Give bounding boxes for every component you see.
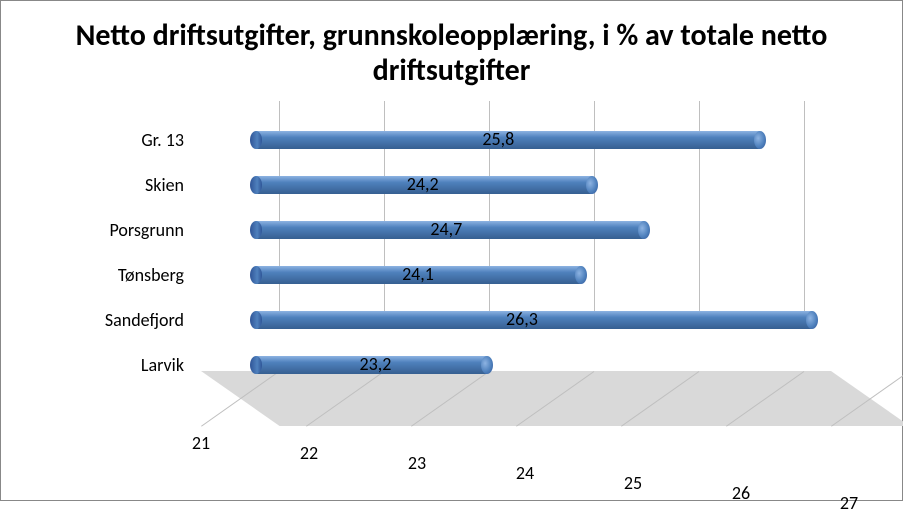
y-category-label: Sandefjord — [64, 309, 184, 331]
y-category-label: Gr. 13 — [64, 129, 184, 151]
bar-cap-right — [638, 221, 650, 239]
bar-value-label: 23,2 — [360, 353, 392, 375]
x-tick-label: 25 — [613, 472, 653, 494]
bar-cap-right — [754, 131, 766, 149]
bar-value-label: 24,2 — [407, 173, 439, 195]
x-tick-label: 27 — [829, 492, 869, 514]
bar: 24,2 — [256, 176, 592, 194]
bar-value-label: 24,1 — [402, 263, 434, 285]
bar-value-label: 26,3 — [506, 308, 538, 330]
bar-cap-left — [250, 176, 262, 194]
bar: 24,7 — [256, 221, 645, 239]
x-tick-label: 21 — [181, 432, 221, 454]
y-category-label: Skien — [64, 174, 184, 196]
bar-value-label: 25,8 — [482, 128, 514, 150]
bar-cap-right — [575, 266, 587, 284]
bar: 24,1 — [256, 266, 582, 284]
x-tick-label: 24 — [505, 462, 545, 484]
gridline — [804, 101, 805, 316]
y-category-label: Tønsberg — [64, 264, 184, 286]
chart-floor — [201, 371, 903, 426]
chart-frame: Netto driftsutgifter, grunnskoleopplærin… — [0, 0, 903, 501]
bar: 26,3 — [256, 311, 813, 329]
x-tick-label: 22 — [289, 442, 329, 464]
chart-title: Netto driftsutgifter, grunnskoleopplærin… — [1, 19, 902, 88]
y-category-label: Porsgrunn — [64, 219, 184, 241]
bar-cap-right — [586, 176, 598, 194]
bar-cap-left — [250, 356, 262, 374]
bar-cap-right — [806, 311, 818, 329]
plot-area: 23,226,324,124,724,225,8 — [201, 156, 831, 426]
bar-cap-right — [481, 356, 493, 374]
y-category-label: Larvik — [64, 354, 184, 376]
bar-cap-left — [250, 311, 262, 329]
bar: 25,8 — [256, 131, 760, 149]
bar-cap-left — [250, 266, 262, 284]
bar-cap-left — [250, 131, 262, 149]
x-tick-label: 23 — [397, 452, 437, 474]
bar: 23,2 — [256, 356, 487, 374]
bar-value-label: 24,7 — [430, 218, 462, 240]
bar-cap-left — [250, 221, 262, 239]
